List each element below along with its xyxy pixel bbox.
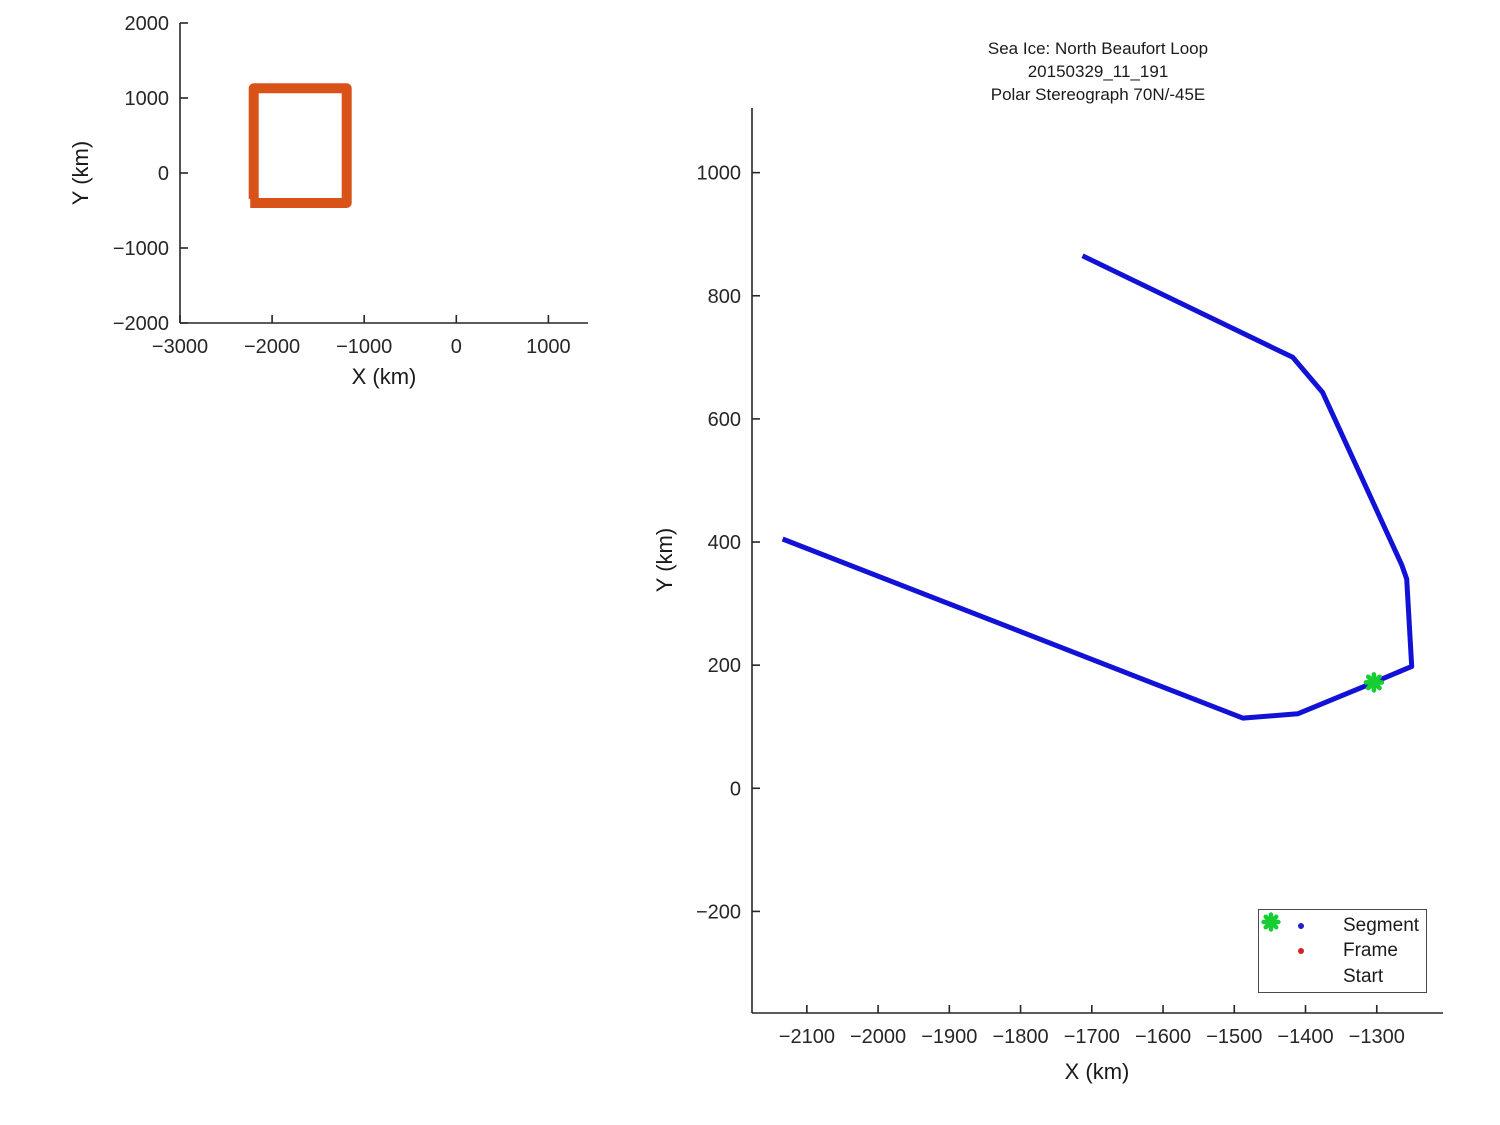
- legend-dot: [1298, 947, 1304, 954]
- legend-label-segment: Segment: [1343, 915, 1420, 937]
- y-tick-label: 800: [708, 286, 741, 308]
- x-tick-label: −1000: [336, 336, 392, 358]
- y-tick-label: 0: [158, 163, 169, 185]
- x-tick-label: −2100: [779, 1026, 835, 1048]
- x-tick-label: 1000: [526, 336, 571, 358]
- legend-asterisk: [1261, 912, 1281, 932]
- y-tick-label: 400: [708, 532, 741, 554]
- loop-extent-outline: [248, 83, 352, 208]
- x-tick-label: −1500: [1206, 1026, 1262, 1048]
- x-tick-label: −2000: [244, 336, 300, 358]
- x-tick-label: −1600: [1135, 1026, 1191, 1048]
- x-tick-label: −3000: [152, 336, 208, 358]
- detail-title-line-1: Sea Ice: North Beaufort Loop: [988, 39, 1208, 58]
- x-tick-label: −1300: [1349, 1026, 1405, 1048]
- legend-label-frame: Frame: [1343, 940, 1398, 962]
- y-tick-label: 200: [708, 655, 741, 677]
- y-tick-label: 2000: [125, 13, 170, 35]
- legend-asterisk-spoke: [1263, 914, 1279, 930]
- y-tick-label: −200: [696, 901, 741, 923]
- legend-item-start: Start: [1259, 912, 1426, 989]
- legend-label-start: Start: [1343, 965, 1384, 987]
- overview-chart: X (km) Y (km) −3000 −2000 −1000 0 1000−2000−…: [68, 13, 588, 389]
- legend-asterisk-svg: [1261, 912, 1281, 932]
- y-tick-label: −2000: [113, 313, 169, 335]
- overview-ylabel: Y (km): [68, 141, 93, 205]
- y-tick-label: 1000: [125, 88, 170, 110]
- x-tick-label: −1900: [921, 1026, 977, 1048]
- detail-xlabel: X (km): [1065, 1059, 1130, 1084]
- legend-dot: [1298, 922, 1304, 929]
- x-tick-label: −1400: [1277, 1026, 1333, 1048]
- y-tick-label: 0: [730, 778, 741, 800]
- x-tick-label: −1700: [1064, 1026, 1120, 1048]
- y-tick-label: 600: [708, 409, 741, 431]
- detail-title-line-3: Polar Stereograph 70N/-45E: [991, 85, 1206, 104]
- legend-item-frame: Frame: [1259, 938, 1426, 963]
- start-marker: [1363, 672, 1385, 693]
- detail-chart: Sea Ice: North Beaufort Loop 20150329_11…: [652, 39, 1443, 1084]
- frame-dot-icon: [1259, 947, 1343, 954]
- legend: Segment Frame Start: [1258, 909, 1427, 993]
- segment-dot-icon: [1259, 922, 1343, 929]
- y-tick-label: −1000: [113, 238, 169, 260]
- start-marker-spoke: [1365, 674, 1382, 691]
- detail-title-line-2: 20150329_11_191: [1028, 62, 1169, 81]
- overview-xlabel: X (km): [352, 364, 417, 389]
- detail-ylabel: Y (km): [652, 528, 677, 592]
- legend-item-segment: Segment: [1259, 913, 1426, 938]
- y-tick-label: 1000: [697, 163, 742, 185]
- segment-track: [781, 253, 1415, 721]
- x-tick-label: 0: [451, 336, 462, 358]
- x-tick-label: −1800: [992, 1026, 1048, 1048]
- x-tick-label: −2000: [850, 1026, 906, 1048]
